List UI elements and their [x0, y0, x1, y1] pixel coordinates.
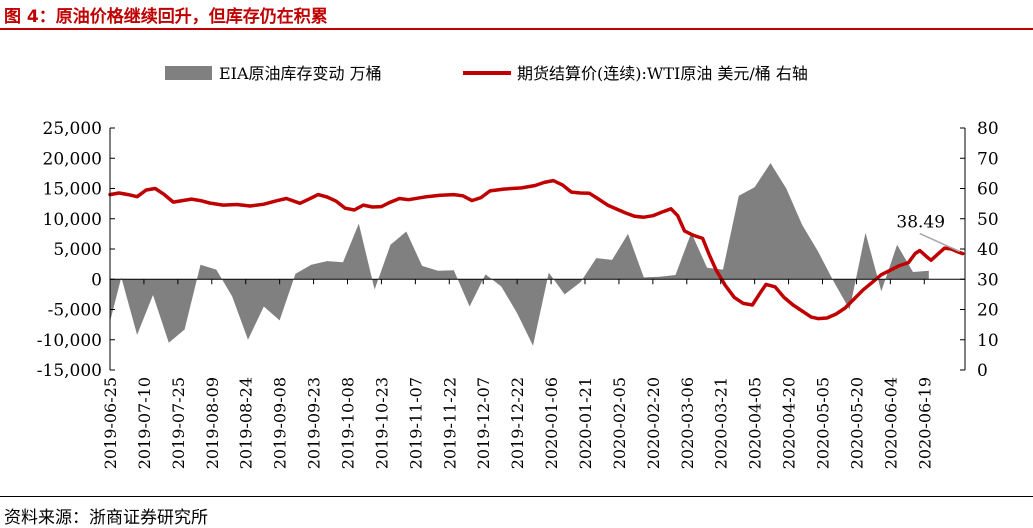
- figure-title: 图 4：原油价格继续回升，但库存仍在积累: [4, 7, 328, 27]
- legend-label-wti: 期货结算价(连续):WTI原油 美元/桶 右轴: [517, 64, 808, 83]
- right-tick-label: 30: [977, 270, 999, 290]
- x-tick-label: 2020-06-04: [881, 377, 900, 469]
- right-tick-label: 70: [977, 149, 999, 169]
- x-tick-label: 2020-05-20: [847, 377, 866, 469]
- x-tick-label: 2019-10-23: [372, 377, 391, 469]
- left-tick-label: 20,000: [43, 149, 102, 169]
- annotation-label: 38.49: [896, 213, 945, 233]
- x-tick-label: 2019-07-25: [169, 377, 188, 469]
- left-tick-label: -10,000: [37, 331, 102, 351]
- x-tick-label: 2019-12-07: [474, 377, 493, 469]
- right-tick-label: 0: [977, 361, 988, 381]
- x-tick-label: 2019-06-25: [101, 377, 120, 469]
- legend-swatch-inventory: [165, 66, 212, 80]
- x-tick-label: 2019-09-23: [305, 377, 324, 469]
- left-tick-label: 10,000: [43, 210, 102, 230]
- right-tick-label: 60: [977, 180, 999, 200]
- wti-line: [108, 178, 965, 321]
- bottom-rule: [0, 496, 1033, 497]
- chart: EIA原油库存变动 万桶 期货结算价(连续):WTI原油 美元/桶 右轴 -15…: [37, 64, 999, 469]
- legend-label-inventory: EIA原油库存变动 万桶: [219, 64, 382, 83]
- right-tick-label: 20: [977, 301, 999, 321]
- x-tick-label: 2020-01-06: [542, 377, 561, 469]
- x-tick-label: 2020-06-19: [915, 377, 934, 469]
- right-tick-label: 40: [977, 240, 999, 260]
- title-rule: [0, 28, 1033, 30]
- x-tick-label: 2019-12-22: [508, 377, 527, 469]
- x-tick-label: 2019-10-08: [339, 377, 358, 469]
- left-tick-label: -15,000: [37, 361, 102, 381]
- annotation-leader: [919, 232, 961, 253]
- left-tick-label: 15,000: [43, 180, 102, 200]
- right-tick-label: 10: [977, 331, 999, 351]
- x-tick-label: 2019-09-08: [271, 377, 290, 469]
- legend: EIA原油库存变动 万桶 期货结算价(连续):WTI原油 美元/桶 右轴: [165, 64, 808, 83]
- x-tick-label: 2020-02-20: [644, 377, 663, 469]
- left-tick-label: 0: [91, 270, 102, 290]
- x-tick-label: 2019-08-09: [203, 377, 222, 469]
- right-tick-label: 80: [977, 119, 999, 139]
- x-tick-label: 2020-04-20: [780, 377, 799, 469]
- x-tick-label: 2020-03-06: [678, 377, 697, 469]
- source-note: 资料来源：浙商证券研究所: [4, 508, 208, 528]
- inventory-area: [110, 163, 929, 346]
- left-tick-label: 5,000: [53, 240, 102, 260]
- x-tick-label: 2019-07-10: [135, 377, 154, 469]
- x-tick-label: 2019-11-07: [406, 377, 425, 469]
- x-tick-label: 2019-11-22: [440, 377, 459, 469]
- left-tick-label: 25,000: [43, 119, 102, 139]
- left-tick-label: -5,000: [48, 301, 102, 321]
- x-tick-label: 2020-01-21: [576, 377, 595, 469]
- x-tick-label: 2020-05-05: [814, 377, 833, 469]
- x-tick-label: 2020-04-05: [746, 377, 765, 469]
- x-tick-label: 2019-08-24: [237, 377, 256, 469]
- x-tick-label: 2020-02-05: [610, 377, 629, 469]
- right-tick-label: 50: [977, 210, 999, 230]
- x-tick-label: 2020-03-21: [712, 377, 731, 469]
